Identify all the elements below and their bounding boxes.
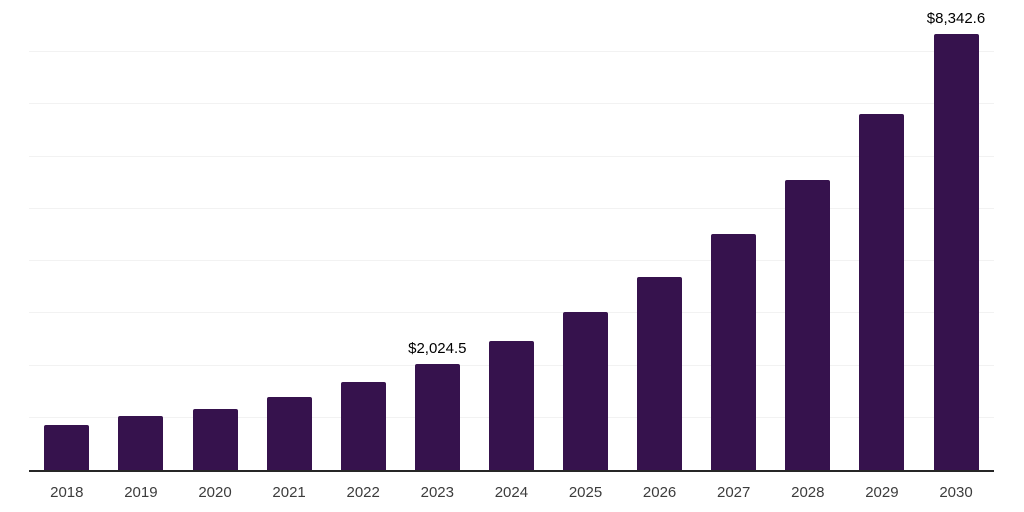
x-axis-label: 2030 — [939, 484, 973, 501]
gridline — [29, 51, 994, 53]
x-axis-line — [29, 470, 994, 472]
bar-2029 — [859, 114, 905, 470]
bar-2028 — [785, 179, 831, 470]
bar-2019 — [118, 416, 164, 470]
x-axis-label: 2029 — [865, 484, 899, 501]
x-axis-label: 2028 — [791, 484, 825, 501]
gridline — [29, 260, 994, 262]
plot-area: $2,024.5 $8,342.6 — [29, 0, 994, 470]
bar-2020 — [192, 408, 238, 470]
bar-2027 — [711, 233, 757, 470]
gridline — [29, 207, 994, 209]
gridline — [29, 312, 994, 314]
bar-2024 — [488, 341, 534, 470]
x-axis-label: 2020 — [198, 484, 232, 501]
bar-2021 — [266, 396, 312, 470]
data-label-2030: $8,342.6 — [926, 10, 986, 28]
x-axis-label: 2018 — [50, 484, 84, 501]
bar-2025 — [563, 312, 608, 470]
gridline — [29, 155, 994, 157]
bar-2018 — [44, 425, 90, 470]
x-axis-label: 2024 — [494, 484, 529, 501]
x-axis-label: 2026 — [642, 484, 677, 501]
bar-2023 — [414, 364, 460, 470]
x-axis-label: 2027 — [717, 484, 751, 501]
bar-2026 — [637, 277, 683, 470]
x-axis-label: 2021 — [272, 484, 306, 501]
x-axis-label: 2025 — [568, 484, 603, 501]
bar-2030 — [933, 34, 979, 470]
x-axis-label: 2022 — [346, 484, 380, 501]
data-label-2023: $2,024.5 — [408, 340, 467, 358]
bar-2022 — [340, 382, 386, 470]
x-axis-label: 2019 — [124, 484, 158, 501]
x-axis-label: 2023 — [420, 484, 454, 501]
gridline — [29, 103, 994, 105]
